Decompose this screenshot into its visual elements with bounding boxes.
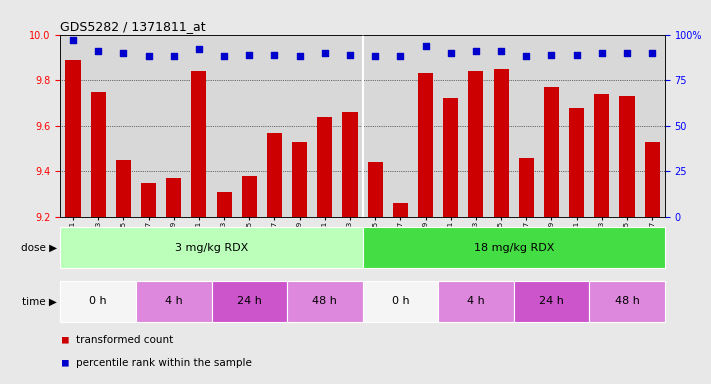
Text: ■: ■ <box>62 358 68 368</box>
Point <box>294 53 305 60</box>
Bar <box>418 73 433 217</box>
Bar <box>212 281 287 322</box>
Point <box>520 53 532 60</box>
Text: 0 h: 0 h <box>90 296 107 306</box>
Bar <box>443 98 459 217</box>
Bar <box>569 108 584 217</box>
Point <box>344 51 356 58</box>
Bar <box>116 160 131 217</box>
Bar <box>363 281 438 322</box>
Text: percentile rank within the sample: percentile rank within the sample <box>76 358 252 368</box>
Point <box>118 50 129 56</box>
Text: transformed count: transformed count <box>76 335 173 345</box>
Point <box>319 50 331 56</box>
Bar <box>267 132 282 217</box>
Text: ■: ■ <box>62 335 68 345</box>
Point <box>168 53 179 60</box>
Bar <box>594 94 609 217</box>
Bar <box>166 178 181 217</box>
Point <box>546 51 557 58</box>
Bar <box>292 142 307 217</box>
Bar <box>91 91 106 217</box>
Point <box>646 50 658 56</box>
Bar <box>60 281 136 322</box>
Bar <box>136 281 212 322</box>
Bar <box>343 112 358 217</box>
Bar <box>317 117 333 217</box>
Point <box>395 53 406 60</box>
Bar <box>242 176 257 217</box>
Bar <box>363 227 665 268</box>
Point <box>244 51 255 58</box>
Text: 3 mg/kg RDX: 3 mg/kg RDX <box>175 243 248 253</box>
Bar <box>368 162 383 217</box>
Text: 24 h: 24 h <box>237 296 262 306</box>
Text: 0 h: 0 h <box>392 296 410 306</box>
Point <box>193 46 205 52</box>
Bar <box>393 203 408 217</box>
Point <box>621 50 633 56</box>
Point <box>496 48 507 54</box>
Text: 18 mg/kg RDX: 18 mg/kg RDX <box>474 243 554 253</box>
Point <box>143 53 154 60</box>
Bar <box>469 71 483 217</box>
Point <box>269 51 280 58</box>
Point <box>370 53 381 60</box>
Bar <box>60 227 363 268</box>
Text: 48 h: 48 h <box>312 296 337 306</box>
Text: 24 h: 24 h <box>539 296 564 306</box>
Point <box>445 50 456 56</box>
Bar <box>438 281 514 322</box>
Bar <box>645 142 660 217</box>
Point <box>92 48 104 54</box>
Point <box>218 53 230 60</box>
Bar <box>287 281 363 322</box>
Bar <box>217 192 232 217</box>
Bar <box>619 96 635 217</box>
Point <box>571 51 582 58</box>
Bar <box>589 281 665 322</box>
Text: 48 h: 48 h <box>614 296 639 306</box>
Bar <box>493 69 508 217</box>
Bar <box>191 71 206 217</box>
Text: dose ▶: dose ▶ <box>21 243 57 253</box>
Text: 4 h: 4 h <box>467 296 485 306</box>
Bar <box>65 60 80 217</box>
Text: GDS5282 / 1371811_at: GDS5282 / 1371811_at <box>60 20 206 33</box>
Point <box>68 37 79 43</box>
Bar <box>544 87 559 217</box>
Bar <box>519 158 534 217</box>
Point <box>420 43 432 49</box>
Bar <box>514 281 589 322</box>
Point <box>470 48 481 54</box>
Bar <box>141 183 156 217</box>
Text: time ▶: time ▶ <box>22 296 57 306</box>
Text: 4 h: 4 h <box>165 296 183 306</box>
Point <box>596 50 607 56</box>
